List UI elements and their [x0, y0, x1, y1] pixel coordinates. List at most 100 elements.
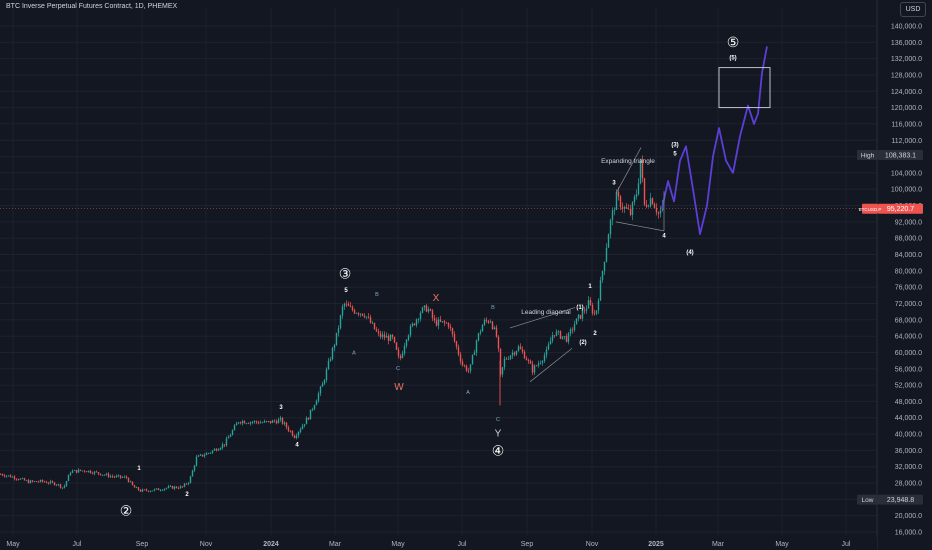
candle-body	[19, 478, 22, 480]
wave-label: (2)	[579, 340, 586, 346]
candle-body	[595, 310, 598, 314]
candle-body	[47, 482, 50, 484]
candle-body	[75, 470, 78, 473]
wave-label: ④	[492, 442, 505, 458]
candle-body	[485, 319, 488, 321]
x-tick-label: Sep	[136, 541, 149, 548]
candle-body	[487, 320, 490, 323]
candle-body	[99, 473, 102, 476]
candle-body	[95, 471, 98, 473]
candle-body	[103, 474, 106, 476]
current-price-bg	[878, 203, 923, 214]
y-tick-label: 140,000.0	[891, 24, 922, 31]
candle-body	[225, 438, 228, 446]
time-axis-background[interactable]	[0, 537, 877, 550]
candle-body	[419, 312, 422, 320]
candle-body	[229, 434, 232, 438]
y-tick-label: 16,000.0	[895, 530, 922, 537]
candle-body	[165, 487, 168, 489]
candle-body	[277, 419, 280, 424]
candle-body	[549, 340, 552, 345]
candle-body	[587, 300, 590, 309]
candle-body	[531, 363, 534, 373]
candle-body	[123, 476, 126, 478]
candle-body	[555, 331, 558, 336]
candle-body	[325, 369, 328, 381]
candle-body	[479, 331, 482, 334]
projection-series	[661, 46, 768, 236]
wave-label: ②	[120, 502, 133, 518]
candle-body	[621, 207, 624, 209]
candle-body	[77, 469, 80, 473]
candle-body	[29, 480, 32, 484]
candle-body	[567, 333, 570, 342]
candle-body	[129, 481, 132, 483]
candle-body	[125, 476, 128, 478]
candle-body	[359, 313, 362, 315]
candle-body	[529, 360, 532, 364]
candle-body	[11, 476, 14, 478]
candle-body	[219, 447, 222, 450]
candle-body	[45, 481, 48, 483]
candle-body	[319, 386, 322, 394]
candle-body	[43, 481, 46, 483]
candle-body	[425, 305, 428, 312]
candle-body	[307, 417, 310, 420]
candle-body	[401, 353, 404, 359]
candle-body	[15, 478, 18, 480]
candle-body	[197, 455, 200, 457]
candle-body	[643, 178, 646, 205]
candle-body	[57, 484, 60, 486]
candle-body	[521, 349, 524, 352]
candle-body	[3, 475, 6, 477]
candle-body	[357, 313, 360, 315]
candle-body	[25, 480, 28, 482]
candle-body	[527, 360, 530, 361]
candle-body	[557, 331, 560, 332]
candle-body	[73, 470, 76, 471]
candle-body	[253, 421, 256, 423]
candle-body	[49, 481, 52, 484]
candle-body	[287, 427, 290, 431]
wave-trendline	[509, 307, 576, 329]
y-tick-label: 112,000.0	[891, 138, 922, 145]
candle-body	[289, 430, 292, 432]
candle-body	[575, 318, 578, 325]
x-tick-label: 2025	[648, 541, 664, 548]
y-tick-label: 36,000.0	[895, 448, 922, 455]
y-tick-label: 32,000.0	[895, 464, 922, 471]
candle-body	[55, 484, 58, 486]
candle-body	[119, 475, 122, 478]
candle-body	[535, 365, 538, 367]
time-axis: May Jul Sep Nov 2024 Mar May Jul Sep Nov 2025 Mar Ma…	[6, 541, 851, 548]
y-tick-label: 56,000.0	[895, 366, 922, 373]
wave-label: ⑤	[727, 34, 740, 50]
candle-body	[429, 309, 432, 311]
candle-body	[91, 472, 94, 474]
currency-button[interactable]: USD	[900, 2, 926, 17]
wave-label: 1	[588, 284, 592, 290]
candle-body	[113, 476, 116, 478]
candle-body	[471, 354, 474, 365]
price-axis-background[interactable]	[877, 0, 932, 550]
candle-body	[333, 344, 336, 348]
candle-body	[381, 334, 384, 337]
candle-body	[473, 352, 476, 355]
candle-body	[295, 435, 298, 438]
y-tick-label: 60,000.0	[895, 350, 922, 357]
candle-body	[293, 435, 296, 438]
candle-body	[39, 479, 42, 482]
candle-body	[323, 380, 326, 384]
candle-body	[395, 342, 398, 350]
y-tick-label: 88,000.0	[895, 236, 922, 243]
candle-body	[321, 383, 324, 387]
candle-body	[483, 319, 486, 325]
candle-body	[33, 481, 36, 482]
candle-body	[107, 473, 110, 477]
candle-body	[501, 367, 504, 375]
x-tick-label: Jul	[73, 541, 82, 548]
candle-body	[491, 321, 494, 330]
candle-body	[239, 422, 242, 424]
candle-body	[109, 476, 112, 477]
